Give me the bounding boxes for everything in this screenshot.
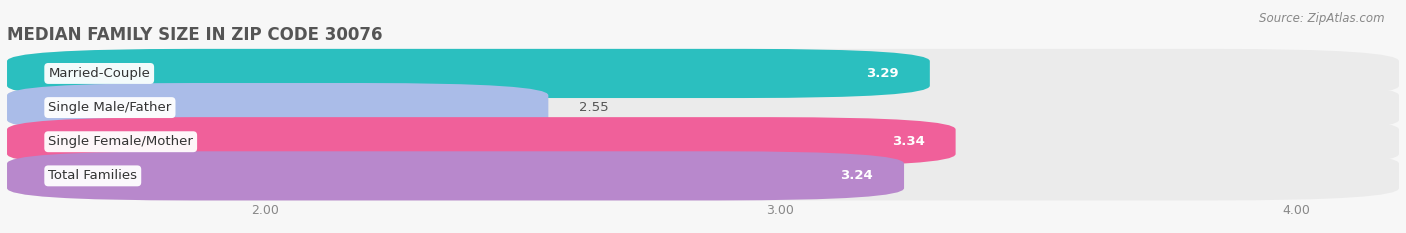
FancyBboxPatch shape (7, 83, 1399, 132)
FancyBboxPatch shape (7, 151, 1399, 200)
Text: Single Male/Father: Single Male/Father (48, 101, 172, 114)
Text: Married-Couple: Married-Couple (48, 67, 150, 80)
Text: Single Female/Mother: Single Female/Mother (48, 135, 193, 148)
Text: 3.29: 3.29 (866, 67, 898, 80)
FancyBboxPatch shape (7, 49, 929, 98)
Text: 3.24: 3.24 (841, 169, 873, 182)
FancyBboxPatch shape (7, 117, 956, 166)
Text: Total Families: Total Families (48, 169, 138, 182)
Text: Source: ZipAtlas.com: Source: ZipAtlas.com (1260, 12, 1385, 25)
Text: MEDIAN FAMILY SIZE IN ZIP CODE 30076: MEDIAN FAMILY SIZE IN ZIP CODE 30076 (7, 26, 382, 44)
FancyBboxPatch shape (7, 151, 904, 200)
Text: 3.34: 3.34 (891, 135, 925, 148)
FancyBboxPatch shape (7, 49, 1399, 98)
Text: 2.55: 2.55 (579, 101, 609, 114)
FancyBboxPatch shape (7, 83, 548, 132)
FancyBboxPatch shape (7, 117, 1399, 166)
